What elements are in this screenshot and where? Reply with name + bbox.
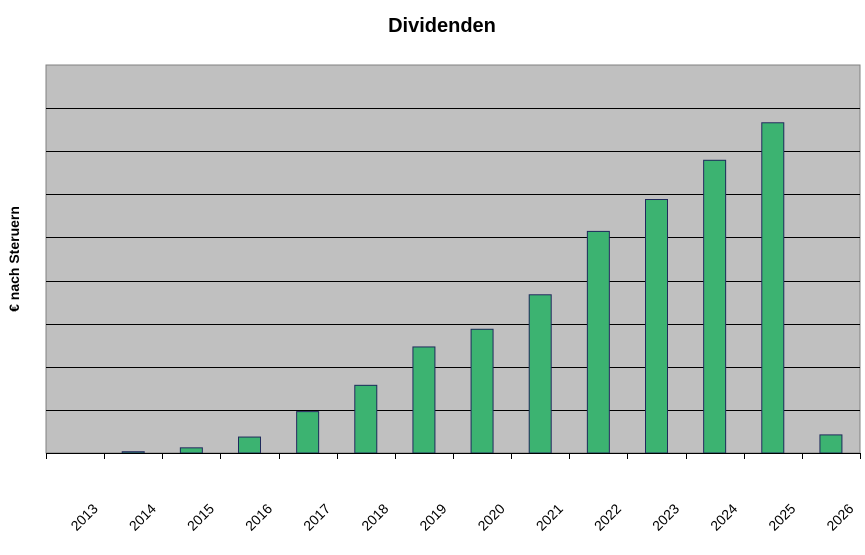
bar-2022 [586, 230, 610, 454]
x-tick-label-2013: 2013 [67, 500, 100, 533]
x-tick-label-2019: 2019 [416, 500, 449, 533]
x-axis-ticks [46, 453, 861, 459]
x-tick-label-2024: 2024 [707, 500, 740, 533]
bars [121, 122, 843, 454]
chart-title: Dividenden [388, 15, 496, 37]
x-tick-label-2022: 2022 [591, 500, 624, 533]
bar-2019 [412, 346, 436, 454]
bar-2016 [238, 436, 261, 454]
bar-2025 [761, 122, 785, 454]
bar-2014 [121, 451, 145, 454]
x-tick-label-2016: 2016 [242, 500, 275, 533]
x-axis-tick-labels: 2013 2014 2015 2016 2017 2018 2019 2020 2021 2022… [67, 500, 856, 533]
x-tick-label-2021: 2021 [533, 500, 566, 533]
bar-2023 [645, 199, 668, 454]
bar-2018 [354, 384, 378, 454]
bar-2021 [528, 294, 552, 454]
x-tick-label-2014: 2014 [126, 500, 159, 533]
x-tick-label-2023: 2023 [649, 500, 682, 533]
bar-2026 [819, 434, 843, 454]
y-axis-label: € nach Steruern [6, 206, 22, 312]
bar-2015 [179, 447, 203, 454]
x-tick-label-2018: 2018 [358, 500, 391, 533]
bar-2024 [703, 159, 727, 454]
x-tick-label-2025: 2025 [765, 500, 798, 533]
x-tick-label-2015: 2015 [184, 500, 217, 533]
gridlines [46, 108, 860, 411]
bar-2020 [470, 328, 494, 454]
plot-area [45, 64, 861, 454]
x-tick-label-2017: 2017 [300, 500, 333, 533]
bar-2017 [296, 411, 320, 454]
x-tick-label-2020: 2020 [474, 500, 507, 533]
x-tick-label-2026: 2026 [823, 500, 856, 533]
